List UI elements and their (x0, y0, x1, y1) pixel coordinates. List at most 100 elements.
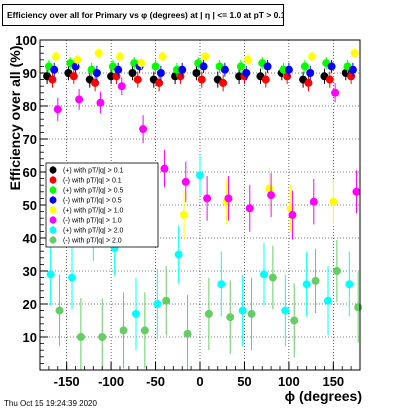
data-point (196, 171, 204, 180)
legend-marker (49, 186, 57, 194)
data-point (324, 296, 332, 305)
legend-label: (+) with pT/|q| > 1.0 (63, 208, 124, 215)
data-point (261, 75, 270, 84)
x-tick-label: 100 (278, 374, 300, 389)
legend-label: (+) with pT/|q| > 0.5 (63, 188, 124, 195)
legend-marker (49, 226, 57, 234)
legend-label: (-) with pT/|q| > 2.0 (63, 238, 122, 245)
y-tick-label: 20 (23, 297, 37, 312)
data-point (247, 309, 256, 318)
data-point (311, 276, 320, 285)
y-tick-label: 50 (23, 198, 37, 213)
data-point (224, 194, 233, 203)
data-point (117, 82, 126, 91)
legend-label: (+) with pT/|q| > 0.1 (63, 168, 124, 175)
data-point (76, 333, 85, 341)
y-tick-label: 40 (23, 231, 37, 246)
data-point (53, 105, 62, 114)
data-point (309, 197, 318, 206)
data-point (133, 75, 142, 84)
data-point (162, 296, 171, 305)
chart-title: Efficiency over all for Primary vs φ (de… (2, 4, 284, 26)
data-point (260, 270, 268, 279)
x-tick-label: 0 (196, 374, 203, 389)
data-point (92, 69, 101, 77)
x-tick-label: -100 (98, 374, 124, 389)
data-point (325, 75, 334, 84)
data-point (331, 88, 340, 97)
data-point (352, 187, 361, 196)
data-point (201, 52, 210, 61)
x-axis-label: ϕ (degrees) (284, 388, 362, 404)
data-point (174, 250, 183, 259)
data-point (55, 306, 64, 315)
data-point (91, 78, 100, 87)
data-point (268, 273, 277, 282)
data-point (75, 95, 84, 104)
data-point (46, 270, 55, 279)
data-point (153, 300, 162, 308)
data-point (181, 177, 190, 186)
data-point (139, 125, 148, 134)
data-point (197, 75, 206, 84)
data-point (116, 52, 124, 61)
data-point (204, 309, 213, 318)
legend-label: (+) with pT/|q| > 2.0 (63, 228, 124, 235)
data-point (180, 210, 188, 219)
legend-marker (49, 176, 57, 184)
data-point (300, 62, 309, 71)
data-point (242, 69, 251, 77)
legend-label: (-) with pT/|q| > 0.1 (63, 178, 122, 185)
x-tick-label: -50 (146, 374, 165, 389)
data-point (348, 65, 357, 74)
legend-marker (49, 206, 57, 214)
legend-marker (49, 196, 57, 204)
legend-label: (-) with pT/|q| > 1.0 (63, 218, 122, 225)
data-point (327, 62, 336, 71)
data-point (263, 62, 272, 71)
data-point (302, 280, 311, 289)
legend-marker (49, 236, 57, 244)
y-tick-label: 60 (23, 165, 37, 180)
data-point (219, 78, 228, 87)
data-point (284, 65, 293, 74)
data-point (220, 65, 229, 74)
data-point (98, 333, 107, 341)
x-tick-label: -150 (54, 374, 80, 389)
data-point (308, 52, 316, 61)
data-point (236, 62, 245, 71)
data-point (52, 52, 60, 61)
data-point (132, 309, 140, 318)
data-point (140, 326, 149, 335)
data-point (119, 326, 128, 335)
data-point (329, 197, 338, 206)
data-point (332, 267, 341, 275)
data-point (137, 59, 146, 68)
data-point (94, 49, 103, 58)
y-tick-label: 90 (23, 66, 37, 81)
data-point (69, 72, 78, 81)
data-point (238, 306, 247, 315)
data-point (48, 75, 57, 84)
data-point (128, 69, 137, 77)
data-point (288, 210, 297, 219)
data-point (226, 313, 235, 322)
y-tick-label: 100 (15, 33, 37, 48)
x-tick-label: 50 (237, 374, 251, 389)
data-point (267, 191, 276, 200)
data-point (73, 55, 82, 64)
data-point (199, 62, 208, 71)
legend-box (45, 162, 159, 248)
data-point (178, 65, 187, 74)
x-tick-label: 150 (322, 374, 344, 389)
timestamp: Thu Oct 15 19:24:39 2020 (4, 399, 97, 408)
data-point (203, 194, 212, 203)
data-point (160, 164, 169, 173)
y-tick-label: 10 (23, 330, 37, 345)
y-tick-label: 80 (23, 99, 37, 114)
data-point (217, 280, 226, 289)
data-point (96, 98, 105, 107)
y-tick-label: 70 (23, 132, 37, 147)
